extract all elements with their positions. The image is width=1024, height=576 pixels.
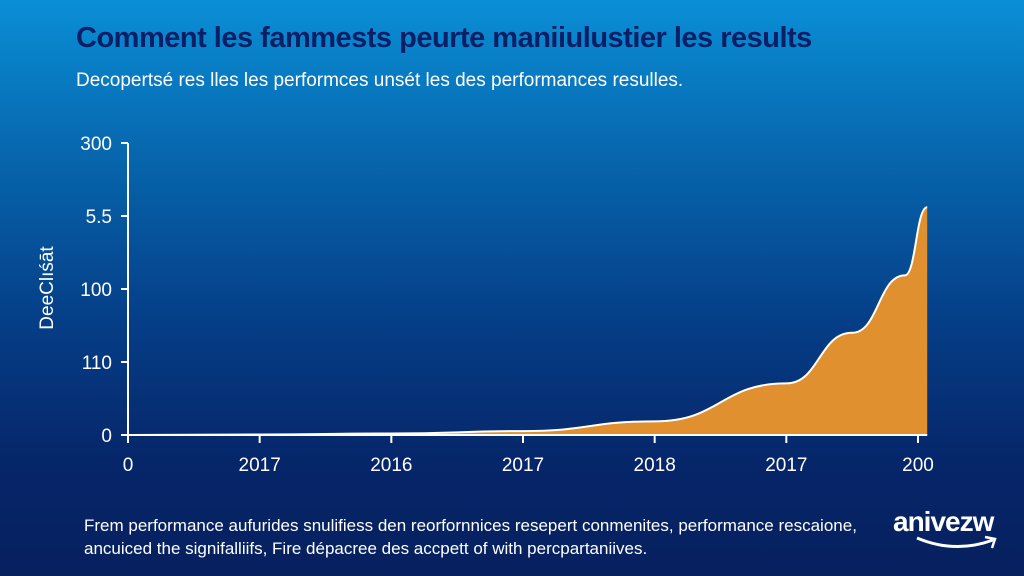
x-tick-label: 2017 [765,455,807,476]
brand-logo: anivezw [893,506,1013,556]
chart-subtitle: Decopertsé res lles les performces unsét… [76,70,684,91]
footer-text: Frem performance aufurides snulifiess de… [84,514,884,560]
x-tick-label: 2016 [370,455,412,476]
y-axis-label: DeeClıśāt [37,246,58,330]
logo-text: anivezw [893,506,994,537]
smile-arrow-icon [916,535,997,549]
area-fill [128,207,928,435]
x-tick-label: 200 [902,455,934,476]
x-tick-label: 0 [123,455,134,476]
y-tick-label: 110 [82,353,112,374]
footer-line-2: ancuiced the signifalliifs, Fire dépacre… [84,539,648,558]
footer-line-1: Frem performance aufurides snulifiess de… [84,516,857,535]
x-tick-label: 2018 [634,455,676,476]
y-tick-label: 5.5 [86,207,112,228]
x-tick-label: 2017 [502,455,544,476]
x-tick-label: 2017 [239,455,281,476]
chart-title: Comment les fammests peurte maniiulustie… [76,22,812,54]
y-tick-label: 0 [101,426,112,447]
y-tick-label: 100 [80,280,112,301]
y-tick-label: 300 [80,134,112,155]
